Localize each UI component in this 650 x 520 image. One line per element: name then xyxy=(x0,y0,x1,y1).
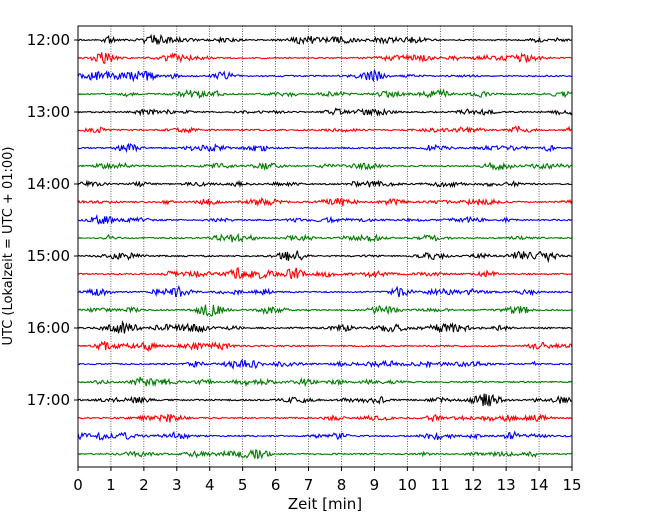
trace-1600 xyxy=(77,320,573,334)
plot-frame xyxy=(77,25,573,468)
trace-1230 xyxy=(77,69,573,83)
x-tick-label-9: 9 xyxy=(370,476,380,494)
y-tick-label-5: 17:00 xyxy=(27,391,70,409)
x-axis-label: Zeit [min] xyxy=(288,495,362,513)
trace-1315 xyxy=(77,125,573,134)
x-tick-label-4: 4 xyxy=(205,476,215,494)
x-tick-label-8: 8 xyxy=(337,476,347,494)
trace-group xyxy=(77,33,573,460)
trace-1500 xyxy=(77,250,573,264)
x-tick-label-1: 1 xyxy=(106,476,116,494)
trace-1415 xyxy=(77,197,573,207)
y-tick-label-4: 16:00 xyxy=(27,319,70,337)
x-tick-label-10: 10 xyxy=(398,476,417,494)
x-tick-label-2: 2 xyxy=(139,476,149,494)
x-tick-label-15: 15 xyxy=(562,476,581,494)
grid-lines xyxy=(110,26,540,467)
y-tick-label-1: 13:00 xyxy=(27,103,70,121)
trace-1530 xyxy=(77,285,573,298)
trace-1245 xyxy=(77,88,573,99)
trace-1445 xyxy=(77,232,573,243)
plot-background xyxy=(78,26,572,467)
x-tick-label-6: 6 xyxy=(271,476,281,494)
y-axis-label: UTC (Lokalzeit = UTC + 01:00) xyxy=(1,147,16,346)
trace-1400 xyxy=(77,179,573,189)
trace-1630 xyxy=(77,358,573,370)
x-tick-label-13: 13 xyxy=(497,476,516,494)
trace-1745 xyxy=(77,449,573,460)
trace-1215 xyxy=(77,52,573,64)
y-tick-label-2: 14:00 xyxy=(27,175,70,193)
trace-1700 xyxy=(77,393,573,407)
x-axis: 0 1 2 3 4 5 6 7 8 9 10 11 12 13 14 15 xyxy=(73,467,582,494)
trace-1300 xyxy=(77,107,573,117)
trace-1545 xyxy=(77,304,573,317)
trace-1345 xyxy=(77,161,573,172)
x-tick-label-5: 5 xyxy=(238,476,248,494)
trace-1430 xyxy=(77,213,573,225)
x-tick-label-0: 0 xyxy=(73,476,83,494)
x-tick-label-7: 7 xyxy=(304,476,314,494)
trace-1645 xyxy=(77,376,573,388)
y-tick-label-3: 15:00 xyxy=(27,247,70,265)
y-axis: 12:00 13:00 14:00 15:00 16:00 17:00 xyxy=(27,31,78,409)
trace-1330 xyxy=(77,142,573,154)
x-tick-label-12: 12 xyxy=(464,476,483,494)
trace-1515 xyxy=(77,266,573,280)
x-tick-label-3: 3 xyxy=(172,476,182,494)
y-tick-label-0: 12:00 xyxy=(27,31,70,49)
trace-1730 xyxy=(77,430,573,441)
x-tick-label-14: 14 xyxy=(530,476,549,494)
x-tick-label-11: 11 xyxy=(431,476,450,494)
trace-1200 xyxy=(77,33,573,46)
trace-1615 xyxy=(77,340,573,353)
trace-1715 xyxy=(77,413,573,423)
